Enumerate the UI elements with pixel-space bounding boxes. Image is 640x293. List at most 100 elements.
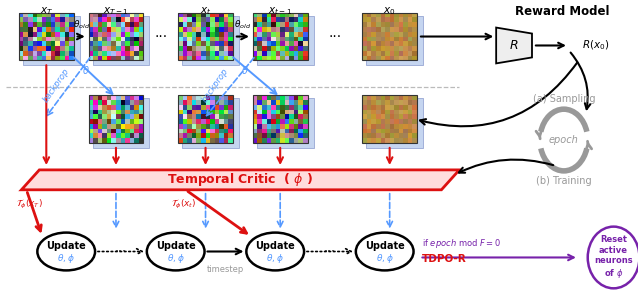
- Text: ···: ···: [115, 245, 127, 258]
- Bar: [196, 134, 201, 138]
- Bar: [201, 32, 205, 37]
- Bar: [201, 124, 205, 129]
- Bar: [107, 51, 111, 56]
- Bar: [390, 134, 394, 138]
- Bar: [280, 105, 285, 110]
- Bar: [289, 138, 294, 143]
- Polygon shape: [496, 28, 532, 63]
- Bar: [102, 105, 107, 110]
- Bar: [376, 22, 381, 27]
- Text: $\theta,\phi$: $\theta,\phi$: [376, 252, 394, 265]
- Bar: [178, 124, 183, 129]
- Bar: [371, 37, 376, 41]
- Bar: [42, 17, 46, 22]
- Bar: [285, 46, 289, 51]
- Bar: [111, 51, 116, 56]
- Bar: [102, 114, 107, 119]
- Bar: [394, 105, 399, 110]
- Bar: [224, 17, 228, 22]
- Bar: [390, 51, 394, 56]
- Bar: [376, 100, 381, 105]
- Bar: [116, 27, 120, 32]
- Bar: [192, 119, 196, 124]
- Bar: [46, 51, 51, 56]
- Bar: [111, 114, 116, 119]
- Bar: [294, 22, 298, 27]
- Bar: [46, 32, 51, 37]
- Text: $\mathcal{T}_{\phi}(x_t)$: $\mathcal{T}_{\phi}(x_t)$: [171, 198, 196, 211]
- Bar: [196, 105, 201, 110]
- Bar: [210, 110, 214, 114]
- Bar: [139, 119, 143, 124]
- Bar: [210, 95, 214, 100]
- Bar: [253, 56, 257, 60]
- Bar: [220, 100, 224, 105]
- Bar: [139, 138, 143, 143]
- Bar: [394, 27, 399, 32]
- Bar: [367, 95, 371, 100]
- Bar: [93, 129, 98, 134]
- Bar: [394, 46, 399, 51]
- Bar: [381, 129, 385, 134]
- Bar: [88, 32, 93, 37]
- Bar: [102, 13, 107, 17]
- Bar: [188, 46, 192, 51]
- Bar: [280, 56, 285, 60]
- Bar: [220, 13, 224, 17]
- Bar: [192, 100, 196, 105]
- Bar: [390, 32, 394, 37]
- Bar: [42, 37, 46, 41]
- Bar: [294, 46, 298, 51]
- Bar: [183, 37, 188, 41]
- Bar: [220, 56, 224, 60]
- Bar: [210, 138, 214, 143]
- Bar: [196, 46, 201, 51]
- Bar: [178, 37, 183, 41]
- Bar: [228, 17, 233, 22]
- Bar: [182, 16, 239, 65]
- Bar: [116, 22, 120, 27]
- Bar: [93, 134, 98, 138]
- Bar: [271, 124, 276, 129]
- Bar: [253, 134, 257, 138]
- Bar: [107, 114, 111, 119]
- Bar: [303, 110, 308, 114]
- Bar: [303, 138, 308, 143]
- Text: timestep: timestep: [207, 265, 244, 274]
- Bar: [289, 46, 294, 51]
- Bar: [130, 13, 134, 17]
- Bar: [183, 129, 188, 134]
- Bar: [139, 56, 143, 60]
- Bar: [253, 17, 257, 22]
- Bar: [28, 17, 33, 22]
- Bar: [220, 46, 224, 51]
- Bar: [266, 37, 271, 41]
- Text: backprop: backprop: [41, 67, 71, 104]
- Bar: [111, 119, 116, 124]
- Bar: [385, 56, 390, 60]
- Bar: [385, 105, 390, 110]
- Bar: [188, 56, 192, 60]
- Bar: [220, 105, 224, 110]
- Bar: [280, 114, 285, 119]
- Bar: [289, 32, 294, 37]
- Bar: [253, 95, 308, 143]
- Bar: [33, 27, 37, 32]
- Bar: [102, 100, 107, 105]
- Bar: [201, 17, 205, 22]
- Ellipse shape: [246, 233, 304, 270]
- Bar: [210, 134, 214, 138]
- Bar: [228, 138, 233, 143]
- Bar: [367, 105, 371, 110]
- Bar: [303, 17, 308, 22]
- Bar: [69, 27, 74, 32]
- Bar: [107, 37, 111, 41]
- Bar: [289, 114, 294, 119]
- Bar: [276, 46, 280, 51]
- Bar: [56, 51, 60, 56]
- Bar: [276, 17, 280, 22]
- Bar: [134, 119, 139, 124]
- Bar: [201, 13, 205, 17]
- Bar: [69, 41, 74, 46]
- Bar: [196, 13, 201, 17]
